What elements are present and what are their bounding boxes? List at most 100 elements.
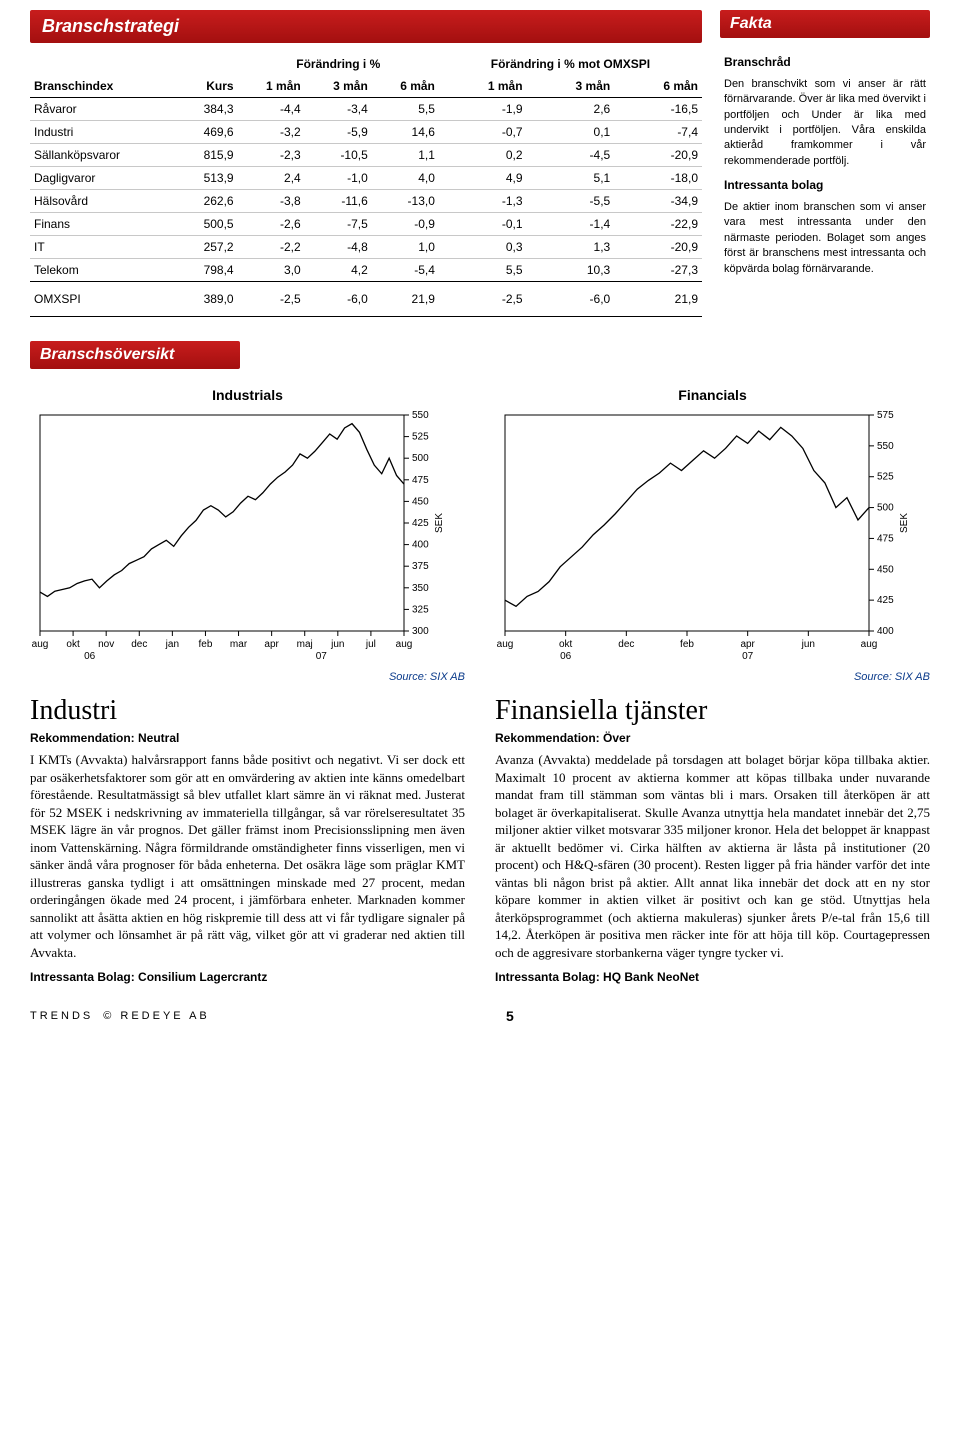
table-cell: Finans xyxy=(30,213,178,236)
article-industri-title: Industri xyxy=(30,695,465,727)
table-cell: -13,0 xyxy=(372,190,439,213)
financials-chart-title: Financials xyxy=(495,387,930,403)
table-cell: -11,6 xyxy=(305,190,372,213)
table-cell: 1,3 xyxy=(527,236,615,259)
financials-chart: Financials 400425450475500525550575SEKau… xyxy=(495,387,930,984)
article-industri-reco: Rekommendation: Neutral xyxy=(30,731,465,745)
svg-text:525: 525 xyxy=(412,432,429,443)
table-cell: Telekom xyxy=(30,259,178,282)
svg-text:350: 350 xyxy=(412,583,429,594)
svg-text:300: 300 xyxy=(412,626,429,637)
table-cell: 262,6 xyxy=(178,190,238,213)
table-cell: -7,4 xyxy=(614,121,702,144)
table-cell: Dagligvaror xyxy=(30,167,178,190)
table-cell: -1,4 xyxy=(527,213,615,236)
article-finans: Finansiella tjänster Rekommendation: Öve… xyxy=(495,695,930,984)
facts-text-1: Den branschvikt som vi anser är rätt för… xyxy=(724,77,926,169)
table-cell: -18,0 xyxy=(614,167,702,190)
table-cell: -1,0 xyxy=(305,167,372,190)
table-footer-cell: OMXSPI xyxy=(30,282,178,317)
svg-text:375: 375 xyxy=(412,561,429,572)
table-cell: Råvaror xyxy=(30,98,178,121)
overview-header: Branschsöversikt xyxy=(30,341,240,369)
table-cell: -3,2 xyxy=(238,121,305,144)
table-cell: 0,3 xyxy=(439,236,527,259)
table-cell: -0,1 xyxy=(439,213,527,236)
table-cell: 798,4 xyxy=(178,259,238,282)
table-footer-cell: -2,5 xyxy=(238,282,305,317)
table-cell: Sällanköpsvaror xyxy=(30,144,178,167)
article-industri-interesting: Intressanta Bolag: Consilium Lagercrantz xyxy=(30,970,465,984)
svg-text:475: 475 xyxy=(877,533,894,544)
article-finans-body: Avanza (Avvakta) meddelade på torsdagen … xyxy=(495,751,930,962)
strategy-col-1: Kurs xyxy=(178,75,238,98)
financials-source: Source: SIX AB xyxy=(495,671,930,683)
table-cell: 4,9 xyxy=(439,167,527,190)
table-cell: 469,6 xyxy=(178,121,238,144)
table-cell: -7,5 xyxy=(305,213,372,236)
table-cell: 2,4 xyxy=(238,167,305,190)
svg-text:jun: jun xyxy=(801,639,815,650)
svg-text:jun: jun xyxy=(330,639,344,650)
footer-trends: TRENDS xyxy=(30,1010,93,1022)
table-cell: -16,5 xyxy=(614,98,702,121)
svg-text:aug: aug xyxy=(396,639,413,650)
svg-text:550: 550 xyxy=(877,441,894,452)
svg-text:mar: mar xyxy=(230,639,248,650)
svg-text:425: 425 xyxy=(412,518,429,529)
table-cell: 4,0 xyxy=(372,167,439,190)
table-cell: 2,6 xyxy=(527,98,615,121)
overview-block: Branschsöversikt Industrials 300 325 350 37… xyxy=(30,341,930,984)
svg-text:525: 525 xyxy=(877,472,894,483)
article-finans-title: Finansiella tjänster xyxy=(495,695,930,727)
strategy-col-4: 6 mån xyxy=(372,75,439,98)
table-cell: IT xyxy=(30,236,178,259)
svg-text:aug: aug xyxy=(861,639,878,650)
footer-page: 5 xyxy=(220,1008,800,1024)
table-cell: -10,5 xyxy=(305,144,372,167)
table-cell: 5,1 xyxy=(527,167,615,190)
table-footer-cell: 21,9 xyxy=(372,282,439,317)
svg-text:07: 07 xyxy=(316,651,328,662)
facts-subhead-1: Branschråd xyxy=(724,54,926,71)
svg-text:500: 500 xyxy=(412,453,429,464)
table-footer-cell: 21,9 xyxy=(614,282,702,317)
svg-text:550: 550 xyxy=(412,410,429,421)
table-cell: 815,9 xyxy=(178,144,238,167)
table-cell: 3,0 xyxy=(238,259,305,282)
table-cell: -2,6 xyxy=(238,213,305,236)
svg-text:SEK: SEK xyxy=(899,513,910,533)
industrials-chart-title: Industrials xyxy=(30,387,465,403)
svg-text:475: 475 xyxy=(412,475,429,486)
strategy-table: Förändring i % Förändring i % mot OMXSPI… xyxy=(30,49,702,317)
table-footer-cell: -6,0 xyxy=(527,282,615,317)
svg-text:apr: apr xyxy=(740,639,755,650)
table-cell: -5,4 xyxy=(372,259,439,282)
svg-text:500: 500 xyxy=(877,503,894,514)
svg-text:400: 400 xyxy=(412,540,429,551)
table-cell: -20,9 xyxy=(614,236,702,259)
svg-text:06: 06 xyxy=(560,651,572,662)
strategy-col-0: Branschindex xyxy=(30,75,178,98)
svg-text:450: 450 xyxy=(412,496,429,507)
svg-text:aug: aug xyxy=(497,639,514,650)
svg-text:dec: dec xyxy=(131,639,147,650)
svg-text:325: 325 xyxy=(412,604,429,615)
svg-text:feb: feb xyxy=(680,639,694,650)
article-industri-body: I KMTs (Avvakta) halvårsrapport fanns bå… xyxy=(30,751,465,962)
svg-text:aug: aug xyxy=(32,639,49,650)
svg-text:dec: dec xyxy=(618,639,634,650)
table-cell: -5,5 xyxy=(527,190,615,213)
article-industri: Industri Rekommendation: Neutral I KMTs … xyxy=(30,695,465,984)
svg-text:nov: nov xyxy=(98,639,114,650)
table-cell: -0,7 xyxy=(439,121,527,144)
table-cell: 0,1 xyxy=(527,121,615,144)
facts-block: Fakta Branschråd Den branschvikt som vi … xyxy=(720,10,930,317)
col-group-right: Förändring i % mot OMXSPI xyxy=(439,49,702,75)
article-finans-interesting: Intressanta Bolag: HQ Bank NeoNet xyxy=(495,970,930,984)
svg-text:apr: apr xyxy=(264,639,279,650)
table-cell: -3,8 xyxy=(238,190,305,213)
svg-text:maj: maj xyxy=(297,639,313,650)
table-cell: 384,3 xyxy=(178,98,238,121)
svg-text:07: 07 xyxy=(742,651,754,662)
